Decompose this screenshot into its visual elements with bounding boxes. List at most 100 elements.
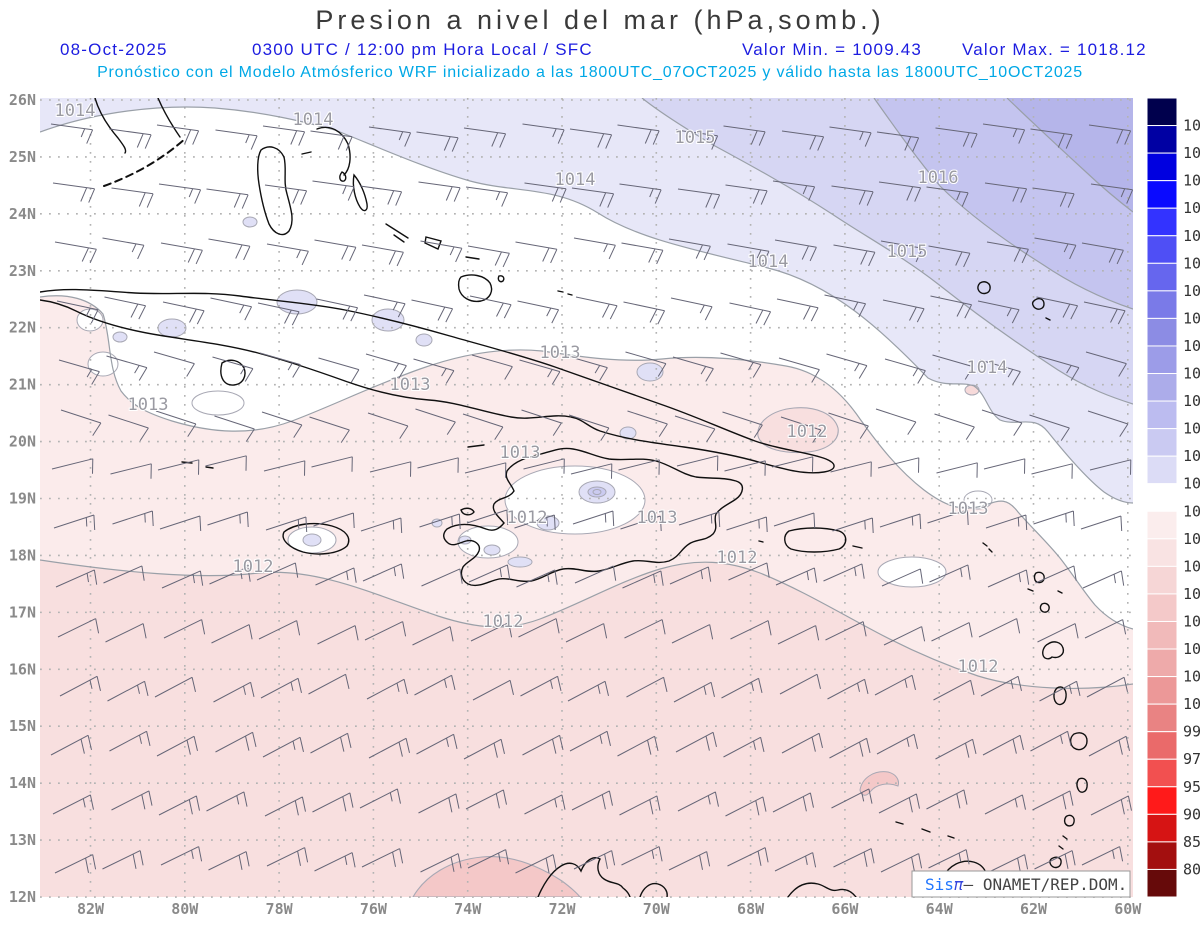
wind-barb (361, 244, 404, 267)
wind-barb (722, 411, 763, 438)
colorbar-segment (1146, 731, 1178, 760)
contour-label-1012: 1012 (507, 508, 548, 528)
wind-barb (266, 243, 309, 266)
wind-barb (369, 461, 412, 477)
coast-hispaniola (443, 447, 744, 587)
colorbar-segment (1146, 565, 1178, 595)
wind-barb (211, 624, 253, 644)
wind-barb (264, 184, 308, 205)
wind-barb (775, 567, 818, 586)
wind-barb (727, 243, 770, 266)
colorbar-segment (1146, 593, 1178, 622)
colorbar-segment (1146, 290, 1178, 319)
wind-barb (930, 295, 973, 319)
wind-barb (215, 129, 258, 150)
wind-barb (674, 415, 716, 442)
wind-barb (880, 853, 923, 873)
wind-barb (359, 788, 401, 809)
wind-barb (668, 851, 711, 871)
lat-label-24N: 24N (9, 205, 36, 223)
contour-lines (40, 98, 1133, 690)
wind-barb (154, 676, 196, 698)
contour-1016 (873, 98, 1133, 310)
contour-label-1013: 1013 (948, 499, 989, 519)
wind-barb (314, 852, 356, 872)
colorbar-segment (1146, 620, 1178, 650)
wind-barb (723, 125, 766, 146)
wind-barb (933, 679, 975, 701)
wind-barb (927, 509, 969, 526)
wind-barb (1086, 676, 1128, 698)
wind-barb (825, 621, 867, 641)
lon-label-68W: 68W (737, 900, 765, 918)
wind-barb (259, 352, 301, 378)
wind-barb (1034, 237, 1077, 260)
wind-barb (565, 623, 608, 643)
wind-barb (883, 626, 926, 646)
colorbar-label-1035: 1035 (1183, 172, 1200, 190)
wind-barb (417, 457, 459, 473)
wind-barb (261, 411, 303, 438)
wind-barb (724, 460, 766, 476)
wind-barb (778, 357, 820, 383)
wind-barb (1033, 510, 1075, 527)
lon-label-66W: 66W (831, 900, 859, 918)
colorbar-label-1016: 1016 (1183, 420, 1200, 438)
colorbar-segment (1146, 97, 1178, 127)
wind-barb (781, 130, 825, 151)
wind-barb (368, 126, 412, 147)
lat-label-23N: 23N (9, 262, 36, 280)
colorbar-segment (1146, 510, 1178, 540)
wind-barb (60, 409, 102, 436)
contour-labels: 1014 1014 1015 1014 1016 1015 1014 1013 1013 1013… (54, 100, 1009, 678)
wind-barb (830, 461, 872, 477)
subtitle-valor-min: Valor Min. = 1009.43 (742, 40, 923, 59)
wind-barb (828, 412, 869, 439)
wind-barb (669, 566, 712, 585)
wind-barb (777, 625, 820, 645)
wind-barb (829, 126, 872, 147)
wind-barb (573, 237, 616, 260)
wind-barb (315, 567, 357, 586)
wind-barb (467, 849, 510, 869)
wind-barb (54, 241, 97, 264)
wind-barb (469, 295, 512, 319)
colorbar-segment (1146, 648, 1178, 678)
wind-barb (521, 409, 562, 436)
wind-barb (877, 457, 920, 473)
wind-barb (210, 297, 253, 321)
wind-barb (367, 412, 409, 439)
wind-barb (670, 297, 713, 321)
wind-barb (625, 351, 667, 377)
svg-text:Sisπ– ONAMET/REP.DOM.: Sisπ– ONAMET/REP.DOM. (925, 875, 1127, 894)
wind-barb (984, 182, 1028, 203)
colorbar-segment (1146, 538, 1178, 567)
wind-barb (523, 458, 565, 474)
wind-barb (675, 129, 719, 150)
wind-barb (831, 185, 874, 206)
wind-barb (361, 848, 404, 868)
wind-barb (50, 734, 92, 756)
coast-mona (758, 540, 764, 543)
coast-bahamas (256, 126, 1051, 553)
lat-label-18N: 18N (9, 546, 36, 564)
wind-barb (935, 127, 978, 148)
wind-barb (53, 514, 96, 531)
wind-barb (725, 796, 767, 817)
wind-barb (926, 789, 968, 810)
coast-lesser-antilles (1027, 571, 1088, 869)
coast-cuba (40, 288, 835, 474)
wind-barb (161, 570, 204, 589)
wind-barb (772, 792, 814, 813)
wind-barb (158, 795, 200, 816)
wind-barb (932, 354, 974, 380)
wind-barb (260, 677, 302, 699)
wind-barb (729, 302, 772, 326)
wind-barb (781, 732, 823, 754)
colorbar-segment (1146, 317, 1178, 347)
page-title: Presion a nivel del mar (hPa,somb.) (315, 5, 885, 35)
wind-barb (52, 794, 94, 815)
wind-barb (668, 238, 711, 261)
wind-barb (986, 854, 1029, 874)
wind-barb (213, 681, 255, 703)
